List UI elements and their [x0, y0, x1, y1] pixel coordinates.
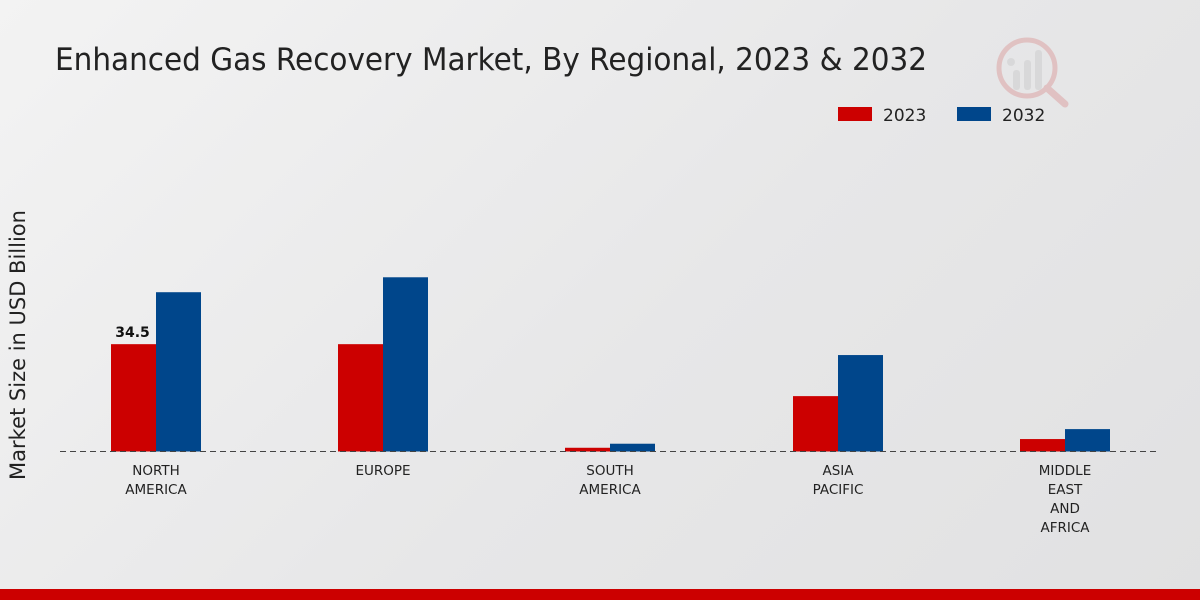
x-tick-label-middle-east-and-africa: MIDDLE EAST AND AFRICA	[1039, 463, 1091, 536]
logo-icon	[996, 37, 1069, 108]
legend: 2023 2032	[838, 106, 1045, 126]
y-axis-label: Market Size in USD Billion	[6, 210, 30, 480]
legend-swatch-2023	[838, 107, 872, 121]
bar-2023-europe	[338, 344, 383, 452]
chart-title: Enhanced Gas Recovery Market, By Regiona…	[55, 42, 927, 78]
x-tick-label-asia-pacific: ASIA PACIFIC	[813, 463, 864, 498]
footer-accent-bar	[0, 589, 1200, 600]
plot-bars	[111, 277, 1110, 452]
data-labels: 34.5	[115, 325, 150, 341]
legend-label-2032: 2032	[1002, 106, 1045, 126]
bar-2023-north-america	[111, 344, 156, 452]
bar-2023-middle-east-and-africa	[1020, 439, 1065, 452]
bar-2023-south-america	[565, 447, 610, 452]
bar-2032-europe	[383, 277, 428, 452]
x-tick-label-europe: EUROPE	[355, 463, 410, 479]
bar-2032-south-america	[610, 443, 655, 452]
data-label-2023-north-america: 34.5	[115, 325, 150, 341]
x-axis-ticks: NORTH AMERICA EUROPE SOUTH AMERICA ASIA PACIFI…	[125, 463, 1091, 536]
bar-2032-north-america	[156, 292, 201, 452]
bar-2032-asia-pacific	[838, 355, 883, 452]
bar-2032-middle-east-and-africa	[1065, 429, 1110, 452]
x-tick-label-north-america: NORTH AMERICA	[125, 463, 187, 498]
x-tick-label-south-america: SOUTH AMERICA	[579, 463, 641, 498]
legend-label-2023: 2023	[883, 106, 926, 126]
legend-swatch-2032	[957, 107, 991, 121]
bar-2023-asia-pacific	[793, 396, 838, 452]
